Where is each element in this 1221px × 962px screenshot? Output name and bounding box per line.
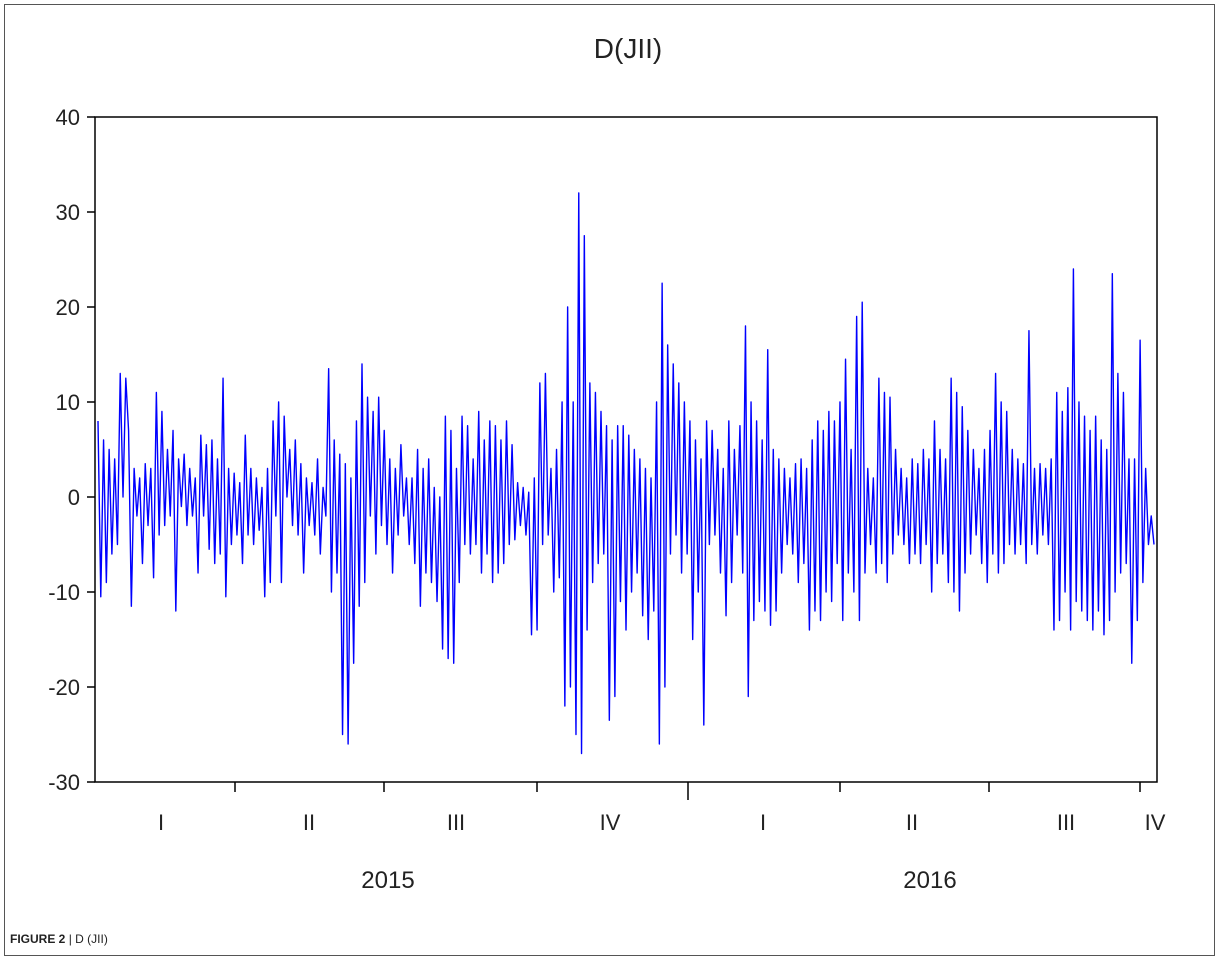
quarter-label: II <box>303 810 315 835</box>
quarter-label: III <box>447 810 465 835</box>
caption-text: D (JII) <box>75 932 108 946</box>
caption-label: FIGURE 2 <box>10 932 66 946</box>
quarter-label: I <box>760 810 766 835</box>
quarter-label: IV <box>1145 810 1166 835</box>
y-tick-label: 30 <box>56 200 80 225</box>
y-tick-label: -20 <box>48 675 80 700</box>
quarter-label: I <box>158 810 164 835</box>
y-tick-label: -30 <box>48 770 80 795</box>
y-tick-label: 40 <box>56 105 80 130</box>
chart-title: D(JII) <box>594 33 662 64</box>
y-tick-label: 0 <box>68 485 80 510</box>
quarter-label: II <box>906 810 918 835</box>
quarter-label: III <box>1057 810 1075 835</box>
year-label: 2016 <box>903 867 956 894</box>
y-tick-label: 10 <box>56 390 80 415</box>
caption-separator: | <box>68 932 72 946</box>
series-line <box>97 192 1155 755</box>
quarter-label: IV <box>600 810 621 835</box>
year-label: 2015 <box>361 867 414 894</box>
plot-border <box>94 116 1158 783</box>
figure-caption: FIGURE 2 | D (JII) <box>10 932 108 946</box>
y-tick-label: -10 <box>48 580 80 605</box>
y-tick-label: 20 <box>56 295 80 320</box>
